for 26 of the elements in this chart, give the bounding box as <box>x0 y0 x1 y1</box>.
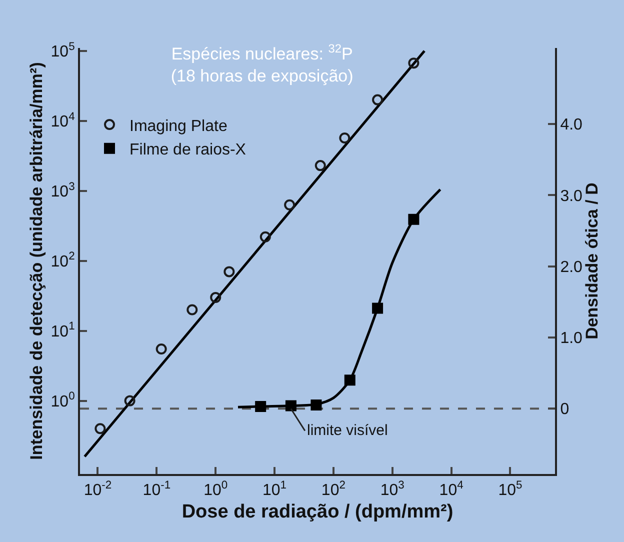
chart-title: Espécies nucleares: $^{32}$P (18 horas de exposição) <box>170 41 354 86</box>
y2-tick-label: 4.0 <box>560 116 583 134</box>
x-axis-title: Dose de radiação / (dpm/mm²) <box>182 502 454 522</box>
x-tick-label: 10$^{-1}$ <box>142 479 171 500</box>
y2-tick-label: 3.0 <box>560 188 583 205</box>
annotation: limite visível <box>307 422 388 439</box>
legend-label: Filme de raios-X <box>130 142 246 159</box>
y-tick-label: 10$^{1}$ <box>50 320 75 340</box>
y-tick-label: 10$^{0}$ <box>50 390 75 410</box>
x-tick-label: 10$^{5}$ <box>498 479 522 500</box>
y2-tick-label: 2.0 <box>560 258 583 276</box>
y-tick-label: 10$^{3}$ <box>50 180 75 200</box>
y-axis-title: Intensidade de detecção (unidade arbitrária/mm²) <box>26 62 46 460</box>
x-tick-label: 10$^{4}$ <box>439 479 464 500</box>
legend-label: Imaging Plate <box>130 118 228 135</box>
y-tick-label: 10$^{2}$ <box>50 250 75 270</box>
x-tick-label: 10$^{3}$ <box>380 479 404 500</box>
x-tick-label: 10$^{1}$ <box>262 479 287 500</box>
x-tick-label: 10$^{0}$ <box>204 479 228 500</box>
x-tick-label: 10$^{-2}$ <box>84 479 112 500</box>
y-tick-label: 10$^{5}$ <box>50 40 75 60</box>
y2-tick-label: 0 <box>560 401 570 418</box>
y2-axis-title: Densidade ótica / D <box>582 182 602 340</box>
y-tick-label: 10$^{4}$ <box>50 110 75 130</box>
x-tick-label: 10$^{2}$ <box>321 479 346 500</box>
y2-tick-label: 1.0 <box>560 330 583 348</box>
